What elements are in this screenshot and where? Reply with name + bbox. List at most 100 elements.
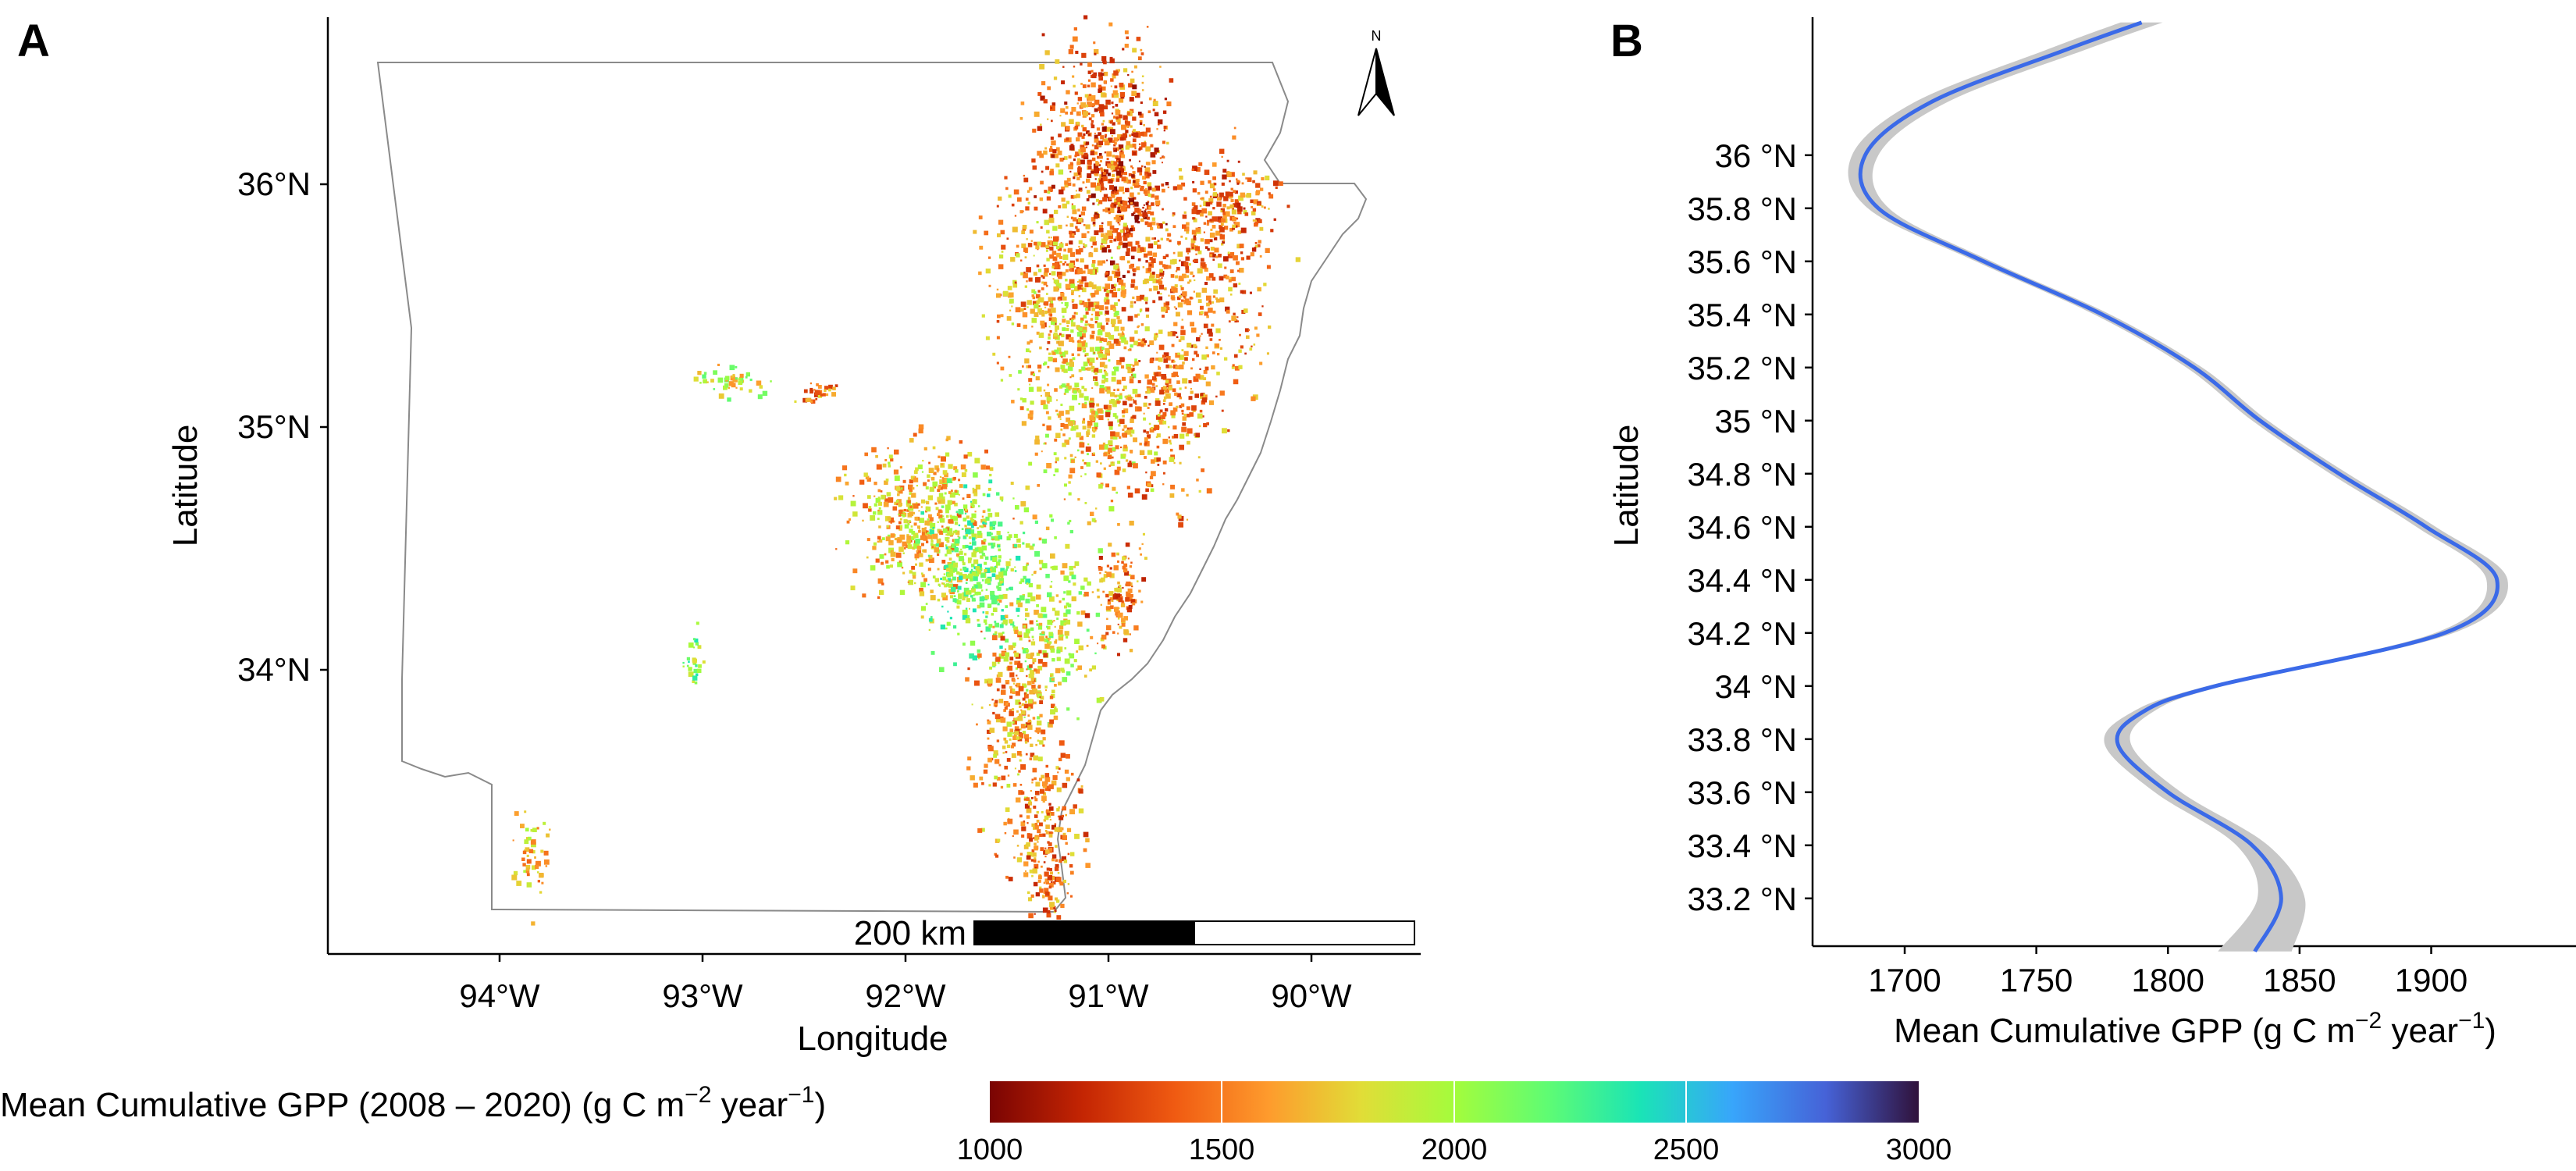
gpp-pixel [1101, 123, 1105, 126]
gpp-pixel [1113, 288, 1116, 292]
gpp-pixel [739, 373, 744, 378]
gpp-pixel [1048, 317, 1053, 322]
gpp-pixel [948, 589, 952, 593]
gpp-pixel [1031, 781, 1034, 784]
gpp-pixel [1100, 183, 1104, 187]
gpp-pixel [918, 528, 920, 530]
gpp-pixel [1203, 323, 1208, 329]
gpp-pixel [1101, 69, 1104, 72]
gpp-pixel [1037, 126, 1043, 131]
gpp-pixel [1079, 393, 1084, 398]
gpp-pixel [994, 705, 998, 707]
gpp-pixel [932, 533, 938, 539]
gpp-pixel [1123, 68, 1128, 73]
gpp-pixel [1030, 790, 1032, 792]
gpp-pixel [938, 509, 942, 514]
gpp-pixel [1043, 881, 1046, 884]
gpp-pixel [1131, 213, 1134, 216]
gpp-pixel [1233, 255, 1238, 261]
gpp-pixel [1070, 319, 1073, 322]
gpp-pixel [1139, 310, 1142, 313]
gpp-pixel [907, 497, 911, 500]
gpp-pixel [1132, 602, 1136, 606]
gpp-pixel [1114, 469, 1120, 475]
gpp-pixel [1172, 388, 1176, 392]
gpp-pixel [1132, 84, 1137, 90]
gpp-pixel [1017, 678, 1019, 680]
gpp-pixel [1032, 868, 1037, 874]
gpp-pixel [1034, 312, 1039, 317]
gpp-pixel [926, 540, 929, 543]
gpp-pixel [1101, 55, 1107, 62]
gpp-pixel [1127, 394, 1132, 398]
gpp-pixel [1059, 299, 1061, 301]
gpp-pixel [928, 461, 930, 464]
gpp-pixel [1050, 553, 1055, 559]
gpp-pixel [888, 461, 891, 464]
gpp-pixel [941, 593, 946, 598]
line-x-axis-title: Mean Cumulative GPP (g C m−2 year−1) [1894, 1008, 2496, 1050]
gpp-pixel [944, 472, 948, 478]
gpp-pixel [694, 638, 699, 642]
gpp-pixel [1083, 243, 1085, 245]
gpp-pixel [1144, 297, 1148, 301]
gpp-pixel [1117, 139, 1119, 141]
gpp-pixel [953, 595, 956, 597]
gpp-pixel [970, 578, 973, 582]
gpp-pixel [1033, 254, 1035, 257]
gpp-pixel [531, 921, 535, 926]
gpp-pixel [1163, 358, 1169, 363]
gpp-pixel [1116, 400, 1120, 404]
gpp-pixel [1051, 169, 1054, 172]
gpp-pixel [1034, 796, 1037, 799]
gpp-pixel [762, 390, 768, 397]
gpp-pixel [1117, 217, 1122, 221]
gpp-pixel [1064, 180, 1069, 185]
gpp-pixel [1062, 832, 1066, 836]
gpp-pixel [1129, 633, 1131, 635]
gpp-pixel [1017, 614, 1019, 618]
gpp-pixel [955, 469, 959, 473]
gpp-pixel [1051, 906, 1056, 909]
gpp-pixel [1066, 105, 1069, 109]
gpp-pixel [1165, 222, 1168, 226]
gpp-pixel [1042, 744, 1045, 747]
gpp-pixel [972, 499, 977, 504]
gpp-pixel [969, 653, 974, 659]
gpp-pixel [997, 603, 1000, 606]
gpp-pixel [1077, 158, 1080, 162]
gpp-pixel [1042, 661, 1048, 667]
gpp-pixel [1190, 243, 1195, 247]
gpp-pixel [1162, 315, 1165, 318]
gpp-pixel [1130, 225, 1134, 229]
gpp-pixel [1016, 857, 1023, 863]
gpp-pixel [1103, 386, 1107, 390]
gpp-pixel [1170, 274, 1175, 278]
gpp-pixel [1064, 631, 1069, 636]
gpp-pixel [1117, 553, 1119, 556]
gpp-pixel [1172, 436, 1175, 439]
gpp-pixel [985, 589, 988, 591]
gpp-pixel [1147, 193, 1151, 198]
gpp-pixel [1129, 379, 1134, 384]
gpp-pixel [1029, 383, 1031, 386]
gpp-pixel [903, 547, 906, 550]
gpp-pixel [824, 389, 827, 392]
gpp-pixel [1192, 217, 1195, 220]
gpp-pixel [1034, 701, 1037, 705]
gpp-pixel [1101, 73, 1105, 77]
gpp-pixel [1077, 449, 1080, 452]
gpp-pixel [1041, 33, 1045, 37]
gpp-pixel [948, 564, 954, 569]
gpp-pixel [984, 568, 991, 574]
gpp-pixel [998, 600, 1002, 603]
gpp-pixel [1059, 757, 1062, 762]
gpp-pixel [1114, 201, 1118, 205]
gpp-pixel [982, 510, 986, 514]
gpp-pixel [1093, 351, 1095, 354]
gpp-pixel [948, 464, 953, 469]
gpp-pixel [1237, 230, 1242, 234]
gpp-pixel [1081, 276, 1087, 282]
gpp-pixel [1098, 84, 1102, 88]
gpp-pixel [1031, 797, 1034, 799]
